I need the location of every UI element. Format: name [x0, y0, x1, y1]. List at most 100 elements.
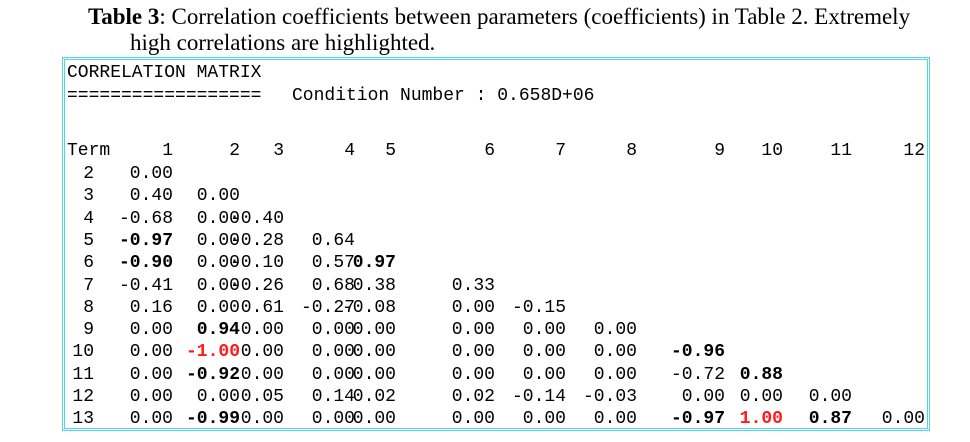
correlation-cell: -0.10 — [229, 253, 284, 274]
column-header: 8 — [626, 141, 637, 161]
row-term: 6 — [83, 253, 94, 274]
correlation-cell-highlight: -0.90 — [118, 253, 173, 274]
correlation-cell: -0.15 — [511, 297, 566, 318]
correlation-cell: 0.00 — [240, 320, 284, 341]
term-header: Term — [67, 141, 111, 161]
correlation-cell: 0.00 — [451, 342, 495, 363]
correlation-cell-highlight: 0.97 — [352, 253, 396, 274]
caption-line-1: Table 3: Correlation coefficients betwee… — [88, 4, 910, 30]
matrix-frame — [62, 57, 930, 431]
column-header: 2 — [229, 141, 240, 161]
caption-text: : Correlation coefficients between param… — [159, 4, 911, 29]
correlation-cell: 0.00 — [311, 320, 355, 341]
correlation-cell: 0.00 — [522, 409, 566, 430]
column-header: 5 — [385, 141, 396, 161]
column-header: 4 — [344, 141, 355, 161]
correlation-cell: 0.00 — [196, 253, 240, 274]
row-term: 8 — [83, 297, 94, 318]
correlation-cell-highlight: -0.99 — [185, 409, 240, 430]
correlation-cell: 0.00 — [352, 342, 396, 363]
correlation-cell: 0.00 — [196, 275, 240, 296]
correlation-cell: 0.00 — [352, 320, 396, 341]
column-header: 6 — [484, 141, 495, 161]
column-header: 7 — [555, 141, 566, 161]
row-term: 5 — [83, 230, 94, 251]
row-term: 9 — [83, 320, 94, 341]
condition-number: Condition Number : 0.658D+06 — [292, 86, 595, 106]
correlation-cell: 0.00 — [522, 364, 566, 385]
correlation-cell-highlight: 0.87 — [808, 409, 852, 430]
correlation-cell: 0.00 — [808, 387, 852, 407]
correlation-cell: 0.02 — [451, 387, 495, 407]
correlation-cell: 0.00 — [240, 342, 284, 363]
correlation-cell: 0.68 — [311, 275, 355, 296]
correlation-cell-highlight: -0.97 — [670, 409, 725, 430]
correlation-cell: 0.00 — [593, 364, 637, 385]
row-term: 4 — [83, 208, 94, 229]
correlation-cell: 0.14 — [311, 387, 355, 407]
caption-label: Table 3 — [88, 4, 160, 29]
correlation-cell: 0.00 — [129, 387, 173, 407]
correlation-cell: 0.16 — [129, 297, 173, 318]
correlation-cell: 0.00 — [311, 364, 355, 385]
correlation-cell: 0.00 — [881, 409, 925, 430]
row-term: 11 — [72, 364, 94, 385]
correlation-cell: -0.40 — [229, 208, 284, 229]
column-header: 9 — [714, 141, 725, 161]
correlation-cell: 0.38 — [352, 275, 396, 296]
correlation-cell: -0.27 — [300, 297, 355, 318]
correlation-cell: 0.00 — [593, 320, 637, 341]
correlation-cell: 0.00 — [451, 364, 495, 385]
correlation-cell-highlight: -0.96 — [670, 342, 725, 363]
correlation-cell: -0.28 — [229, 230, 284, 251]
correlation-cell: 0.00 — [352, 364, 396, 385]
correlation-cell: 0.00 — [240, 364, 284, 385]
row-term: 13 — [72, 409, 94, 430]
correlation-cell-red-highlight: 1.00 — [739, 409, 783, 430]
matrix-title: CORRELATION MATRIX — [67, 63, 262, 83]
correlation-cell: 0.00 — [593, 342, 637, 363]
correlation-cell: -0.72 — [670, 364, 725, 385]
correlation-cell: 0.61 — [240, 297, 284, 318]
caption-line-2: high correlations are highlighted. — [130, 30, 436, 55]
correlation-cell-red-highlight: -1.00 — [185, 342, 240, 363]
matrix-title-underline: ================== — [67, 86, 262, 106]
column-header: 3 — [273, 141, 284, 161]
row-term: 3 — [83, 186, 94, 207]
correlation-cell: 0.00 — [196, 208, 240, 229]
correlation-cell: 0.57 — [311, 253, 355, 274]
correlation-cell: 0.00 — [129, 364, 173, 385]
correlation-cell-highlight: -0.92 — [185, 364, 240, 385]
row-term: 12 — [72, 387, 94, 407]
correlation-cell-highlight: -0.97 — [118, 230, 173, 251]
correlation-cell: 0.00 — [196, 297, 240, 318]
correlation-cell: 0.00 — [451, 409, 495, 430]
correlation-cell-highlight: 0.88 — [739, 364, 783, 385]
correlation-cell: 0.00 — [451, 320, 495, 341]
row-term: 10 — [72, 342, 94, 363]
correlation-cell: 0.00 — [129, 320, 173, 341]
correlation-cell: 0.00 — [593, 409, 637, 430]
correlation-cell: 0.00 — [196, 186, 240, 207]
correlation-cell: 0.00 — [311, 409, 355, 430]
row-term: 2 — [83, 164, 94, 184]
column-header: 1 — [162, 141, 173, 161]
correlation-cell: 0.00 — [196, 387, 240, 407]
correlation-cell: -0.41 — [118, 275, 173, 296]
correlation-cell: 0.00 — [129, 164, 173, 184]
correlation-cell: 0.64 — [311, 230, 355, 251]
correlation-cell: -0.08 — [341, 297, 396, 318]
correlation-cell: 0.00 — [451, 297, 495, 318]
correlation-cell: 0.40 — [129, 186, 173, 207]
correlation-cell: 0.00 — [681, 387, 725, 407]
correlation-cell: -0.03 — [582, 387, 637, 407]
correlation-cell: -0.68 — [118, 208, 173, 229]
correlation-cell: 0.00 — [129, 342, 173, 363]
correlation-cell: 0.00 — [196, 230, 240, 251]
correlation-cell: 0.00 — [311, 342, 355, 363]
correlation-cell: 0.00 — [522, 342, 566, 363]
row-term: 7 — [83, 275, 94, 296]
correlation-cell: -0.26 — [229, 275, 284, 296]
correlation-cell: 0.00 — [739, 387, 783, 407]
column-header: 12 — [903, 141, 925, 161]
